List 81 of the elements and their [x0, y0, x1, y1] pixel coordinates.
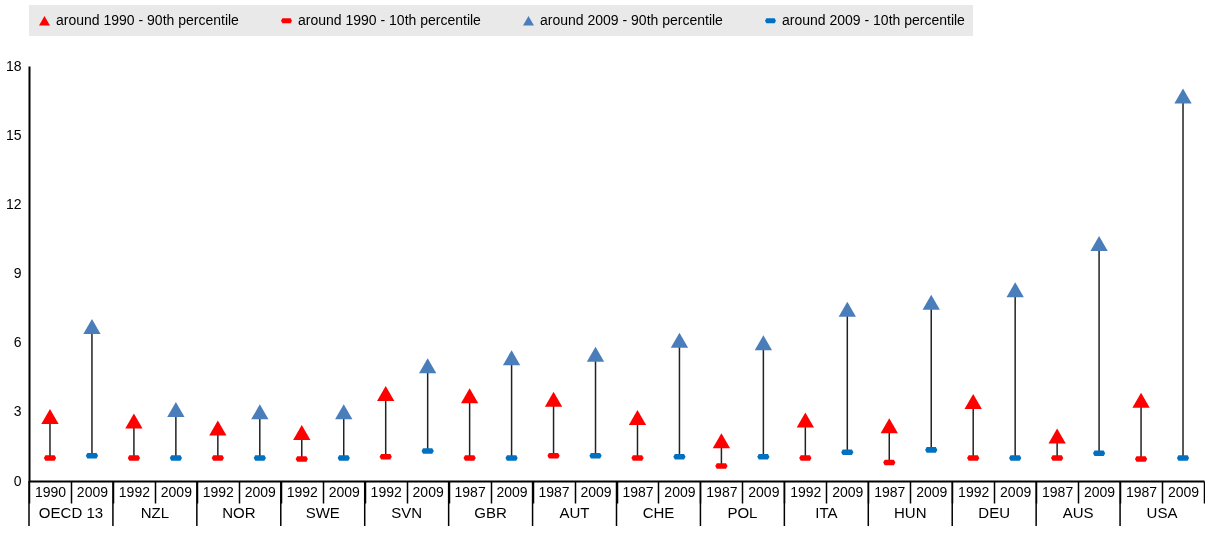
text: SWE [305, 504, 340, 521]
point [1174, 88, 1192, 104]
x-tick-label: 1987 [622, 483, 654, 500]
legend-label: around 2009 - 10th percentile [782, 11, 966, 28]
x-tick-label: 1992 [202, 483, 235, 500]
x-tick-label: 1987 [454, 483, 486, 500]
point [1090, 236, 1108, 252]
text: ITA [815, 504, 838, 521]
y-tick-label: 12 [5, 195, 22, 212]
point [125, 413, 143, 429]
x-tick-label: 1987 [1042, 483, 1074, 500]
point [335, 404, 353, 420]
y-tick-label: 6 [13, 334, 22, 351]
x-tick-label: 2009 [664, 483, 696, 500]
x-tick-label: 2009 [1000, 483, 1032, 500]
text: AUS [1062, 504, 1094, 521]
point [377, 385, 395, 401]
point [964, 393, 982, 409]
y-tick-label: 0 [13, 472, 22, 489]
x-tick-label: 1987 [706, 483, 738, 500]
point [544, 391, 563, 407]
text: POL [727, 504, 758, 521]
text: CHE [642, 504, 675, 521]
text: NOR [222, 504, 256, 521]
point [670, 332, 689, 348]
point [293, 425, 311, 441]
x-tick-label: 2009 [1167, 483, 1200, 500]
x-tick-label: 2009 [328, 483, 361, 500]
text: USA [1146, 504, 1178, 521]
x-tick-label: 2009 [160, 483, 193, 500]
text: DEU [978, 504, 1011, 521]
text: NZL [140, 504, 170, 521]
x-tick-label: 1987 [874, 483, 906, 500]
x-tick-label: 1990 [34, 483, 67, 500]
point [41, 408, 59, 424]
x-tick-label: 2009 [76, 483, 109, 500]
y-tick-label: 15 [5, 126, 22, 143]
point [880, 418, 898, 434]
point [1132, 392, 1150, 408]
text: GBR [474, 504, 508, 521]
y-tick-label: 9 [13, 265, 22, 281]
text: SVN [391, 504, 423, 521]
point [83, 319, 101, 335]
x-tick-label: 2009 [496, 483, 528, 500]
point [712, 433, 731, 449]
text: AUT [559, 504, 590, 521]
x-tick-label: 1987 [1125, 483, 1158, 500]
point [1048, 428, 1066, 444]
x-tick-label: 2009 [412, 483, 444, 500]
point [460, 388, 479, 404]
legend-label: around 2009 - 90th percentile [540, 11, 724, 28]
x-tick-label: 2009 [748, 483, 780, 500]
x-tick-label: 1992 [286, 483, 319, 500]
point [922, 294, 940, 310]
y-tick-label: 18 [5, 57, 22, 74]
x-tick-label: 1992 [370, 483, 402, 500]
x-tick-label: 1987 [538, 483, 570, 500]
x-tick-label: 2009 [244, 483, 277, 500]
point [754, 335, 773, 351]
x-tick-label: 2009 [1084, 483, 1116, 500]
point [167, 402, 185, 418]
x-tick-label: 2009 [832, 483, 864, 500]
legend-label: around 1990 - 10th percentile [298, 11, 482, 28]
x-tick-label: 2009 [580, 483, 612, 500]
point [838, 301, 856, 317]
text: OECD 13 [38, 504, 104, 521]
point [1006, 282, 1024, 298]
point [628, 410, 647, 426]
point [586, 346, 605, 362]
y-tick-label: 3 [13, 403, 22, 420]
x-tick-label: 1992 [958, 483, 990, 500]
point [796, 412, 814, 428]
x-tick-label: 1992 [118, 483, 151, 500]
legend-label: around 1990 - 90th percentile [56, 11, 240, 28]
text: HUN [894, 504, 927, 521]
x-tick-label: 1992 [790, 483, 822, 500]
point [419, 358, 437, 374]
point [502, 350, 521, 366]
x-tick-label: 2009 [916, 483, 948, 500]
point [251, 404, 269, 420]
point [209, 420, 227, 436]
